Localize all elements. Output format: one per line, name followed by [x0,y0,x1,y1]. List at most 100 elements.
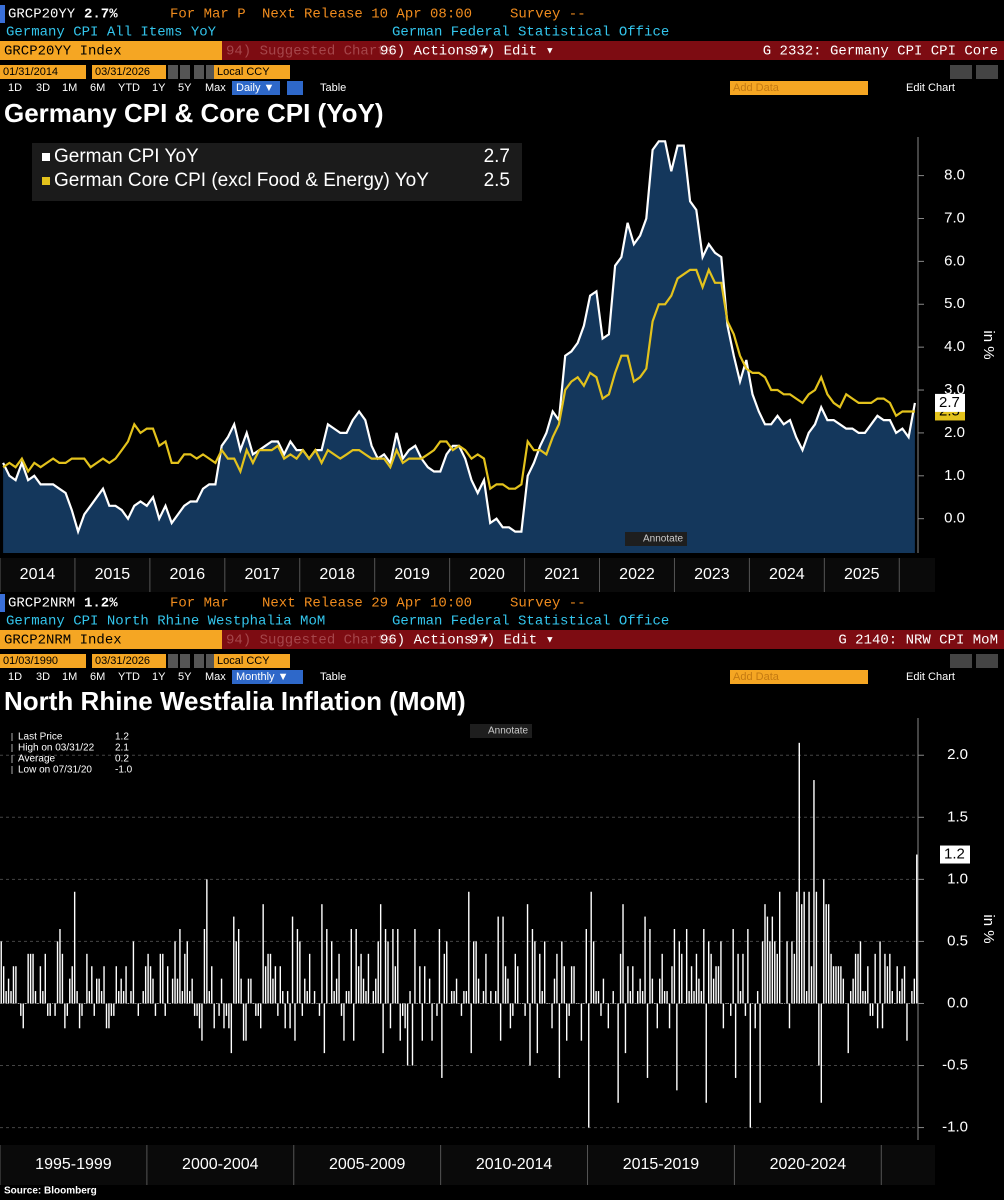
x-tick-label: 2021 [544,566,580,583]
end-date[interactable]: 03/31/2026 [95,66,150,78]
nav-button[interactable] [194,654,204,668]
last-value-label: 1.2 [944,845,965,862]
bar [211,966,213,1004]
actions[interactable]: 96) Actions ▾ [380,633,489,649]
start-date-box[interactable] [0,654,86,668]
last-value-tag [940,845,970,864]
chart-type-button[interactable] [287,81,303,95]
bar [399,1003,401,1041]
end-date-box[interactable] [92,654,166,668]
chart-type-button[interactable] [287,670,303,684]
bar [588,1003,590,1128]
range-button[interactable]: 1D [8,671,22,683]
bar [340,1003,343,1016]
add-data[interactable]: Add Data [733,82,780,94]
security[interactable]: GRCP2NRM Index [4,633,122,649]
redo-button[interactable] [976,65,998,79]
range-button[interactable]: YTD [118,671,140,683]
bar [908,1003,911,1004]
bar [776,953,778,1004]
table[interactable]: Table [320,82,346,94]
end-date-box[interactable] [92,65,166,79]
bar [27,953,29,1004]
nav-button[interactable] [168,654,178,668]
x-tick-label: 2020-2024 [770,1156,847,1173]
edit-chart[interactable]: Edit Chart [906,671,955,683]
frequency[interactable]: Daily ▼ [236,82,274,94]
currency[interactable]: Local CCY [217,655,270,667]
bar [879,941,881,1004]
range-button[interactable]: 1D [8,82,22,94]
annotate[interactable]: Annotate [488,726,528,737]
nav-button[interactable] [206,65,216,79]
bar [252,1003,255,1004]
annotate-button[interactable] [625,532,687,546]
start-date-box[interactable] [0,65,86,79]
range-button[interactable]: 5Y [178,82,192,94]
legend-box [32,143,522,201]
range-button[interactable]: Max [205,82,226,94]
undo-button[interactable] [950,654,972,668]
bar [720,941,722,1004]
bar [237,929,240,1004]
suggested-charts[interactable]: 94) Suggested Charts [226,633,394,649]
frequency-box[interactable] [232,81,280,95]
end-date[interactable]: 03/31/2026 [95,655,150,667]
bar [5,991,7,1004]
edit[interactable]: 97) Edit ▾ [470,44,554,60]
currency-box[interactable] [214,654,290,668]
bar [539,953,541,1004]
annotate[interactable]: Annotate [643,534,683,545]
start-date[interactable]: 01/03/1990 [3,655,58,667]
nav-button[interactable] [168,65,178,79]
bar [42,991,44,1004]
range-button[interactable]: 6M [90,671,105,683]
bar [558,1003,561,1078]
bar [189,991,191,1004]
range-button[interactable]: 1M [62,671,77,683]
annotate-button[interactable] [470,724,532,738]
currency-box[interactable] [214,65,290,79]
table[interactable]: Table [320,671,346,683]
undo-button[interactable] [950,65,972,79]
bar [825,904,827,1004]
range-button[interactable]: 3D [36,671,50,683]
range-button[interactable]: 6M [90,82,105,94]
bar [725,1003,727,1004]
frequency[interactable]: Monthly ▼ [236,671,288,683]
range-button[interactable]: 3D [36,82,50,94]
nav-button[interactable] [180,654,190,668]
start-date[interactable]: 01/31/2014 [3,66,58,78]
range-button[interactable]: 1Y [152,671,166,683]
add-data[interactable]: Add Data [733,671,780,683]
range-button[interactable]: 5Y [178,671,192,683]
actions[interactable]: 96) Actions ▾ [380,44,489,60]
range-button[interactable]: Max [205,671,226,683]
nav-button[interactable] [180,65,190,79]
suggested-charts[interactable]: 94) Suggested Charts [226,44,394,60]
security-box[interactable] [0,630,222,649]
nav-button[interactable] [206,654,216,668]
frequency-box[interactable] [232,670,294,684]
add-data-box[interactable] [730,81,868,95]
add-data-box[interactable] [730,670,868,684]
security[interactable]: GRCP20YY Index [4,44,122,60]
bar [801,904,803,1004]
edit-chart[interactable]: Edit Chart [906,82,955,94]
range-button[interactable]: YTD [118,82,140,94]
bar [213,1003,215,1029]
nav-button[interactable] [194,65,204,79]
bar [201,1003,203,1041]
bar [370,1003,372,1004]
bar [742,953,744,1004]
legend-value: 2.7 [484,146,510,167]
currency[interactable]: Local CCY [217,66,270,78]
bar [108,1003,110,1029]
range-button[interactable]: 1M [62,82,77,94]
edit[interactable]: 97) Edit ▾ [470,633,554,649]
redo-button[interactable] [976,654,998,668]
series-line [2,267,915,491]
security-box[interactable] [0,41,222,60]
bar [110,1003,113,1016]
range-button[interactable]: 1Y [152,82,166,94]
